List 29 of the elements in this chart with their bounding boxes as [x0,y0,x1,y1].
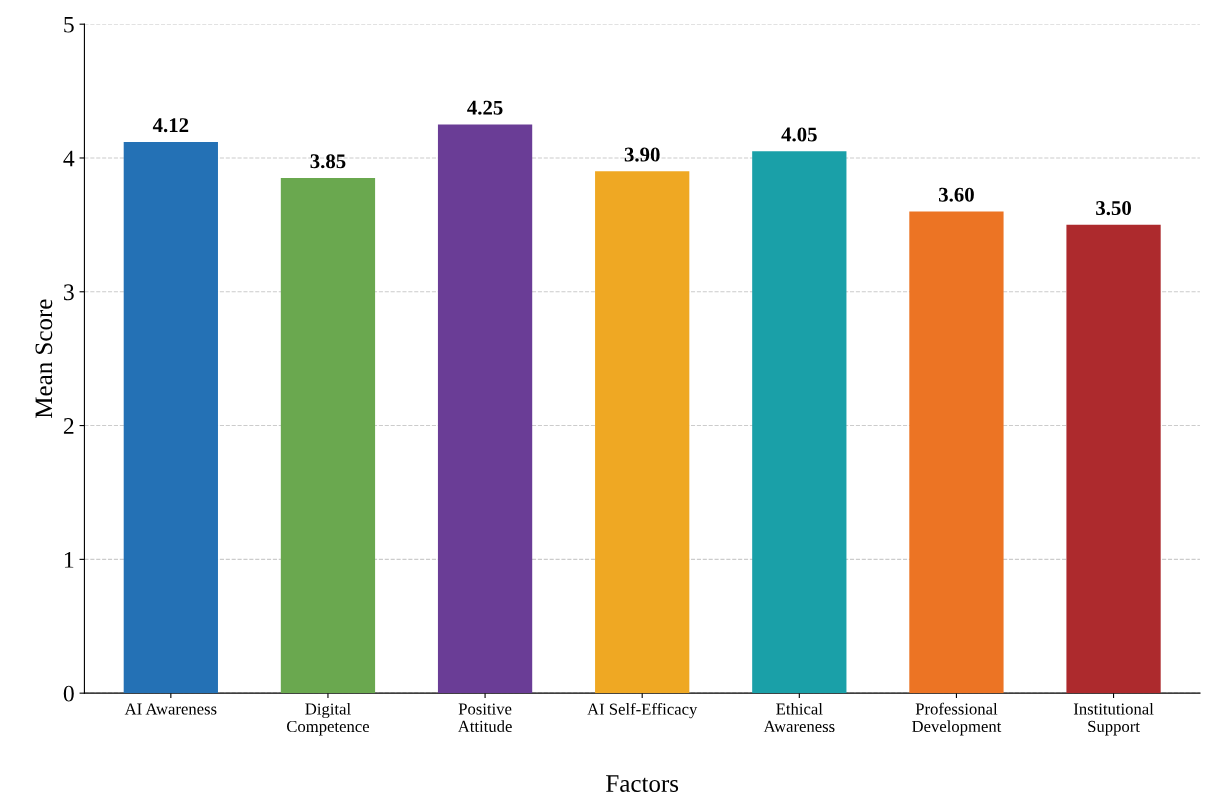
y-tick-label: 5 [64,16,74,33]
y-axis-title: Mean Score [35,299,53,418]
data-label: 3.90 [624,147,660,162]
bar [752,151,847,694]
data-label: 3.85 [310,154,346,169]
y-tick-label: 1 [64,551,74,568]
data-label: 4.25 [467,100,503,115]
x-tick-label: AI Awareness [124,703,217,715]
y-tick-label: 4 [63,150,75,167]
bar [123,141,218,694]
x-tick-label: Digital Competence [286,702,370,736]
x-tick-label: Positive Attitude [457,703,512,733]
bar [909,211,1004,694]
bar [1066,224,1161,694]
x-tick-label: AI Self-Efficacy [587,702,698,719]
bar [595,171,690,694]
x-tick-label: Professional Development [912,702,1002,736]
y-tick-label: 3 [64,284,74,301]
bar [437,124,533,694]
data-label: 4.12 [152,118,189,133]
x-tick-label: Ethical Awareness [763,702,835,733]
y-tick-label: 0 [63,685,74,702]
data-label: 3.50 [1096,201,1131,216]
x-tick-label: Institutional Support [1073,702,1154,736]
data-label: 4.05 [781,127,817,142]
data-label: 3.60 [938,187,974,202]
x-axis-title: Factors [606,775,679,792]
y-tick-label: 2 [63,418,74,434]
bar [280,178,376,694]
